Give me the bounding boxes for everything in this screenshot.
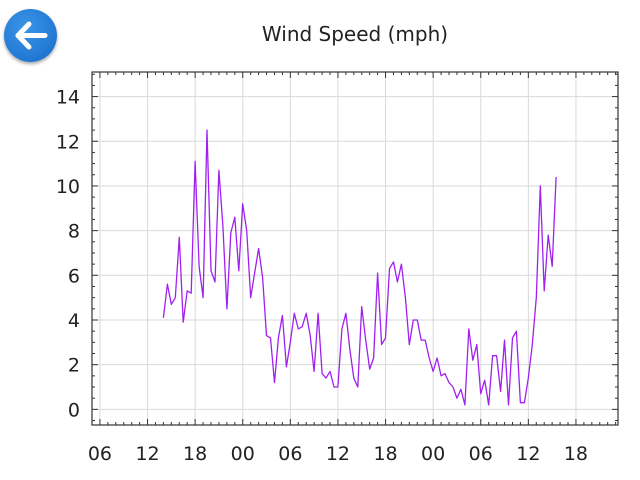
x-tick-label: 12: [135, 443, 159, 465]
arrow-left-icon: [15, 21, 48, 50]
back-button[interactable]: [4, 9, 57, 62]
series-layer: [162, 129, 557, 406]
x-tick-label: 06: [88, 443, 112, 465]
y-tick-label: 4: [68, 310, 80, 332]
tick-labels: 0 2 4 6 8 10 12 14 06 12 18 00 06 12 18 00 06 12 18: [56, 87, 588, 465]
grid: [92, 72, 618, 425]
y-tick-label: 0: [68, 399, 80, 421]
x-tick-label: 12: [326, 443, 350, 465]
y-tick-label: 6: [68, 265, 80, 287]
series-line: [162, 129, 557, 406]
y-tick-label: 2: [68, 355, 80, 377]
x-tick-label: 18: [183, 443, 207, 465]
y-tick-label: 10: [56, 176, 80, 198]
x-tick-label: 06: [278, 443, 302, 465]
y-tick-label: 12: [56, 131, 80, 153]
y-tick-label: 8: [68, 221, 80, 243]
x-tick-label: 00: [421, 443, 445, 465]
x-tick-label: 00: [231, 443, 255, 465]
x-tick-label: 06: [469, 443, 493, 465]
x-tick-label: 18: [373, 443, 397, 465]
axis-ticks: [91, 72, 618, 425]
x-tick-label: 18: [564, 443, 588, 465]
plot-frame: [91, 71, 619, 426]
chart-title: Wind Speed (mph): [261, 22, 449, 46]
y-tick-label: 14: [56, 87, 80, 109]
x-tick-label: 12: [516, 443, 540, 465]
